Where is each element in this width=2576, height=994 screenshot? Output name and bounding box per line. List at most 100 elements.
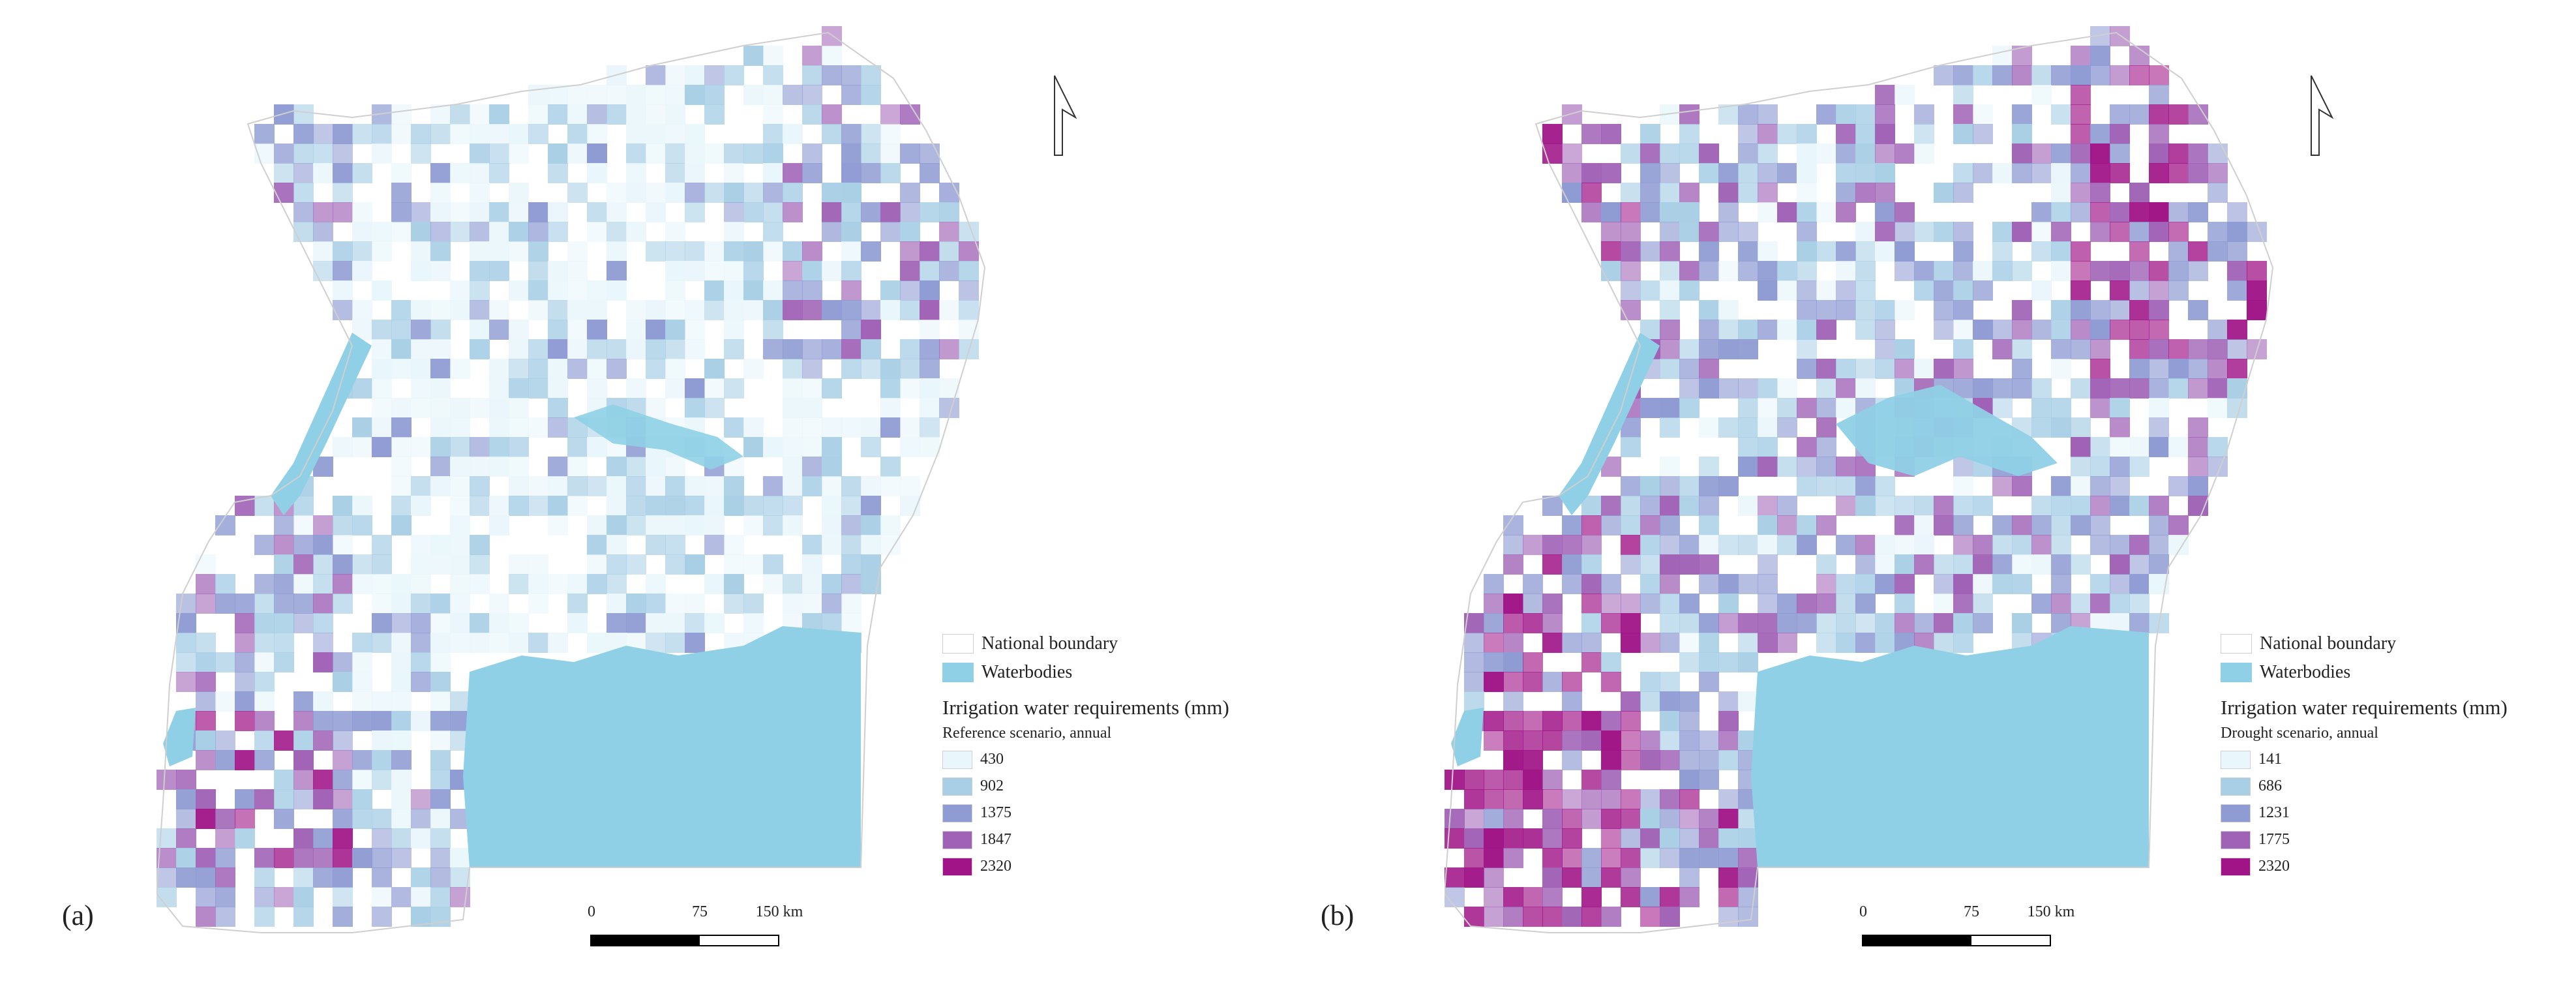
raster-cell <box>489 261 509 281</box>
raster-cell <box>880 359 901 379</box>
raster-cell <box>2090 359 2110 379</box>
raster-cell <box>1895 359 1915 379</box>
raster-cell <box>822 104 842 125</box>
raster-cell <box>2090 65 2110 85</box>
raster-cell <box>1523 594 1543 614</box>
raster-cell <box>1973 65 1993 85</box>
raster-cell <box>920 359 940 379</box>
raster-cell <box>1738 378 1758 399</box>
raster-cell <box>254 496 275 516</box>
raster-cell <box>274 535 294 555</box>
raster-cell <box>1875 574 1895 594</box>
raster-cell <box>1523 770 1543 790</box>
raster-cell <box>391 476 412 496</box>
raster-cell <box>1855 378 1876 399</box>
raster-cell <box>743 417 764 438</box>
raster-cell <box>2129 378 2149 399</box>
raster-cell <box>704 300 725 320</box>
raster-cell <box>2110 417 2130 438</box>
raster-cell <box>1484 828 1504 849</box>
raster-cell <box>1875 496 1895 516</box>
raster-cell <box>2031 378 2052 399</box>
raster-cell <box>313 867 333 888</box>
raster-cell <box>1895 300 1915 320</box>
raster-cell <box>274 789 294 809</box>
raster-cell <box>1699 163 1719 183</box>
raster-cell <box>763 202 783 222</box>
raster-cell <box>333 867 353 888</box>
raster-cell <box>1660 320 1680 340</box>
raster-cell <box>430 437 451 457</box>
north-arrow-icon <box>2311 75 2334 156</box>
raster-cell <box>430 750 451 770</box>
raster-cell <box>391 417 412 438</box>
raster-cell <box>2129 574 2149 594</box>
raster-cell <box>1699 613 1719 633</box>
raster-cell <box>450 163 470 183</box>
raster-cell <box>1777 535 1797 555</box>
raster-cell <box>841 496 861 516</box>
raster-cell <box>2188 104 2208 125</box>
raster-cell <box>1914 261 1934 281</box>
raster-cell <box>1542 809 1563 829</box>
raster-cell <box>1445 809 1465 829</box>
raster-cell <box>880 280 901 301</box>
raster-cell <box>2110 594 2130 614</box>
raster-cell <box>1660 457 1680 477</box>
raster-cell <box>587 163 607 183</box>
raster-cell <box>1699 535 1719 555</box>
raster-cell <box>1660 143 1680 164</box>
raster-cell <box>1601 163 1621 183</box>
raster-cell <box>607 222 627 242</box>
raster-cell <box>1914 280 1934 301</box>
raster-cell <box>1777 280 1797 301</box>
raster-cell <box>489 594 509 614</box>
raster-cell <box>1542 594 1563 614</box>
raster-cell <box>1581 730 1602 751</box>
raster-cell <box>352 261 372 281</box>
raster-cell <box>274 104 294 125</box>
raster-cell <box>1855 222 1876 242</box>
raster-cell <box>1699 633 1719 653</box>
raster-cell <box>2168 202 2189 222</box>
raster-cell <box>352 417 372 438</box>
raster-cell <box>235 809 255 829</box>
raster-cell <box>665 554 685 575</box>
raster-cell <box>509 339 529 359</box>
raster-cell <box>1992 261 2013 281</box>
raster-cell <box>293 750 314 770</box>
raster-cell <box>333 711 353 731</box>
raster-cell <box>2090 339 2110 359</box>
raster-cell <box>2129 104 2149 125</box>
scale-tick-0: 0 <box>588 903 595 920</box>
raster-cell <box>509 202 529 222</box>
raster-cell <box>1679 554 1700 575</box>
raster-cell <box>1738 691 1758 712</box>
raster-cell <box>1699 496 1719 516</box>
raster-cell <box>1953 476 1973 496</box>
raster-cell <box>1777 594 1797 614</box>
raster-cell <box>1542 554 1563 575</box>
raster-cell <box>1992 339 2013 359</box>
raster-cell <box>1640 691 1660 712</box>
raster-cell <box>1758 613 1778 633</box>
raster-cell <box>1581 594 1602 614</box>
raster-cell <box>372 535 392 555</box>
raster-cell <box>665 633 685 653</box>
raster-cell <box>607 457 627 477</box>
raster-cell <box>841 261 861 281</box>
raster-cell <box>1542 672 1563 692</box>
raster-cell <box>685 339 705 359</box>
raster-cell <box>2188 378 2208 399</box>
raster-cell <box>822 46 842 66</box>
raster-cell <box>215 887 235 907</box>
raster-cell <box>1562 789 1582 809</box>
raster-cell <box>215 750 235 770</box>
raster-cell <box>2129 300 2149 320</box>
raster-cell <box>1992 46 2013 66</box>
raster-cell <box>861 163 881 183</box>
raster-cell <box>1855 124 1876 144</box>
raster-cell <box>1855 183 1876 203</box>
raster-cell <box>2031 417 2052 438</box>
raster-cell <box>1679 770 1700 790</box>
